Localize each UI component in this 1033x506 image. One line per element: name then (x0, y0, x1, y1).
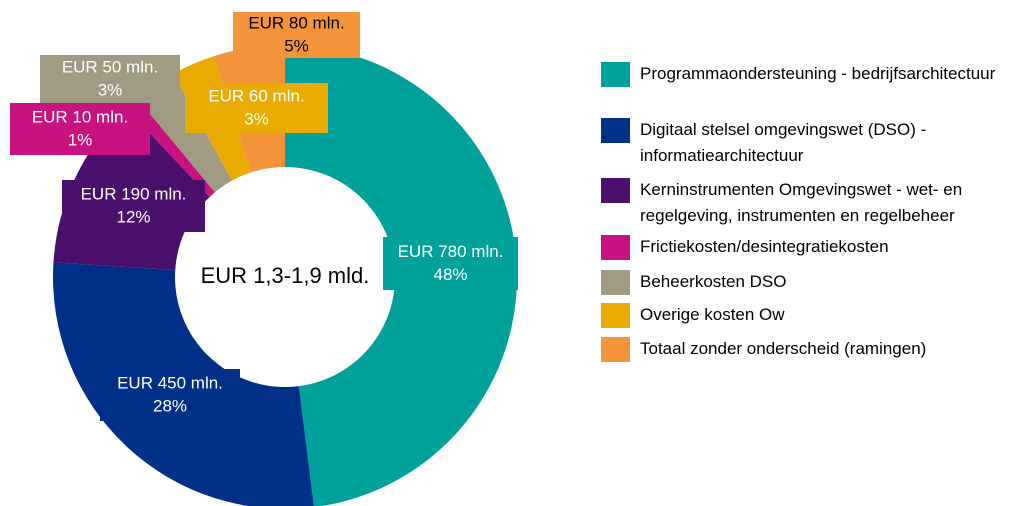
legend-label: Totaal zonder onderscheid (ramingen) (640, 339, 927, 358)
data-label: EUR 780 mln. 48% (383, 237, 518, 290)
legend-label: Overige kosten Ow (640, 305, 785, 324)
legend-swatch (601, 303, 630, 328)
legend-swatch (601, 118, 630, 143)
legend-item: Kerninstrumenten Omgevingswet - wet- en … (601, 178, 1033, 229)
label-box (40, 55, 180, 103)
center-label: EUR 1,3-1,9 mld. (201, 263, 370, 288)
legend-swatch (601, 178, 630, 203)
legend-item: Totaal zonder onderscheid (ramingen) (601, 337, 1033, 362)
amount-label: EUR 60 mln. (208, 86, 304, 105)
data-label: EUR 80 mln. 5% (233, 12, 360, 58)
legend-label: Kerninstrumenten Omgevingswet - wet- en … (640, 180, 963, 225)
slice (137, 73, 233, 193)
legend-item: Overige kosten Ow (601, 303, 1033, 328)
value-label: 48% (433, 265, 467, 284)
label-box (10, 103, 150, 155)
legend-item: Programmaondersteuning - bedrijfsarchite… (601, 62, 1033, 87)
label-box (100, 369, 240, 421)
legend-label: Frictiekosten/desintegratiekosten (640, 237, 889, 256)
label-box (383, 237, 518, 290)
data-label: EUR 50 mln. 3% (40, 55, 180, 103)
legend-swatch (601, 270, 630, 295)
data-label: EUR 10 mln. 1% (10, 103, 150, 155)
data-label: EUR 190 mln. 12% (62, 180, 205, 232)
amount-label: EUR 780 mln. (398, 242, 504, 261)
legend-swatch (601, 235, 630, 260)
data-label: EUR 450 mln. 28% (100, 369, 240, 421)
legend-item: Frictiekosten/desintegratiekosten (601, 235, 1033, 260)
value-label: 12% (116, 207, 150, 226)
legend-label: Programmaondersteuning - bedrijfsarchite… (640, 64, 996, 83)
amount-label: EUR 10 mln. (32, 107, 128, 126)
amount-label: EUR 80 mln. (248, 13, 344, 32)
amount-label: EUR 190 mln. (81, 184, 187, 203)
value-label: 1% (68, 130, 93, 149)
legend-label: Digitaal stelsel omgevingswet (DSO) - in… (640, 120, 927, 165)
data-label: EUR 60 mln. 3% (185, 83, 328, 133)
amount-label: EUR 450 mln. (117, 373, 223, 392)
label-box (62, 180, 205, 232)
label-box (233, 12, 360, 58)
legend-label: Beheerkosten DSO (640, 272, 787, 291)
value-label: 28% (153, 396, 187, 415)
legend-swatch (601, 337, 630, 362)
legend-item: Digitaal stelsel omgevingswet (DSO) - in… (601, 118, 1033, 169)
legend-swatch (601, 62, 630, 87)
label-box (185, 83, 328, 133)
value-label: 3% (98, 80, 123, 99)
value-label: 5% (284, 36, 309, 55)
value-label: 3% (244, 109, 269, 128)
amount-label: EUR 50 mln. (62, 57, 158, 76)
legend-item: Beheerkosten DSO (601, 270, 1033, 295)
